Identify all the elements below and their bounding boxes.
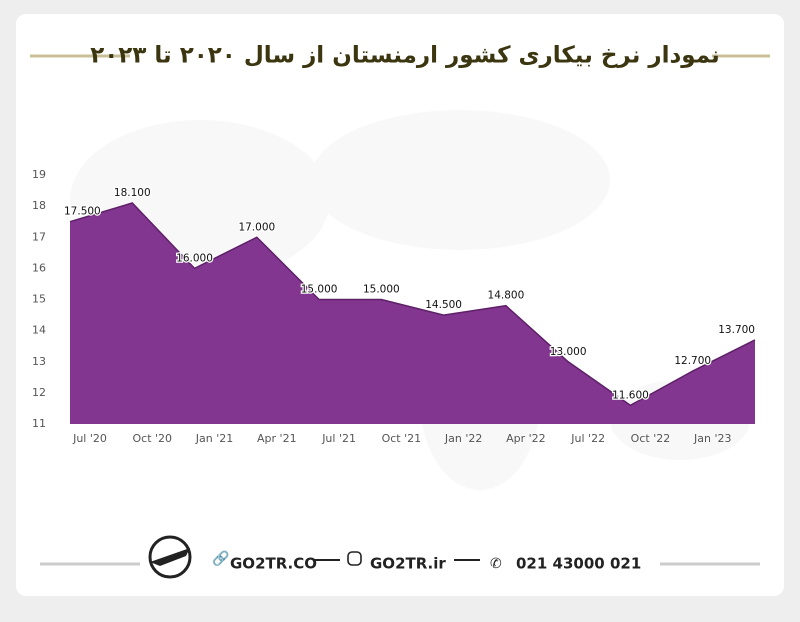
y-tick-label: 16 xyxy=(32,261,46,274)
phone-icon: ✆ xyxy=(490,556,502,572)
logo xyxy=(148,535,192,579)
value-label: 14.800 xyxy=(488,290,525,302)
plot: 11 12 13 14 15 16 17 18 19 17.500 Jul '20 18.100 Oct… xyxy=(32,168,756,445)
x-tick-label: Jan '21 xyxy=(195,432,233,445)
x-tick-label: Jul '20 xyxy=(72,432,107,445)
area-line xyxy=(69,202,756,407)
x-tick-label: Oct '20 xyxy=(132,432,172,445)
footer-phone: 021 43000 021 xyxy=(516,555,641,573)
y-tick-label: 11 xyxy=(32,417,46,430)
y-tick-label: 18 xyxy=(32,199,46,212)
y-tick-label: 14 xyxy=(32,324,46,337)
value-label: 18.100 xyxy=(114,187,151,199)
x-tick-label: Jan '22 xyxy=(444,432,482,445)
chart-title: نمودار نرخ بیکاری کشور ارمنستان از سال ۲… xyxy=(90,43,720,69)
value-label: 16.000 xyxy=(176,252,213,264)
instagram-icon xyxy=(347,551,362,566)
value-label: 11.600 xyxy=(612,389,649,401)
area xyxy=(70,203,755,424)
value-label: 13.000 xyxy=(550,346,587,358)
value-label: 17.000 xyxy=(238,221,275,233)
y-tick-label: 12 xyxy=(32,386,46,399)
x-tick-label: Jul '22 xyxy=(570,432,605,445)
value-label: 15.000 xyxy=(363,284,400,296)
x-tick-label: Apr '22 xyxy=(506,432,546,445)
value-label: 13.700 xyxy=(718,324,755,336)
y-tick-label: 15 xyxy=(32,293,46,306)
value-label: 14.500 xyxy=(425,299,462,311)
x-tick-label: Jan '23 xyxy=(693,432,731,445)
value-label: 12.700 xyxy=(674,355,711,367)
footer-instagram: GO2TR.ir xyxy=(370,555,446,573)
value-label: 17.500 xyxy=(64,206,101,218)
value-label: 15.000 xyxy=(301,284,338,296)
x-tick-label: Oct '22 xyxy=(631,432,671,445)
y-tick-label: 19 xyxy=(32,168,46,181)
x-tick-label: Apr '21 xyxy=(257,432,297,445)
x-tick-label: Jul '21 xyxy=(321,432,356,445)
y-tick-label: 13 xyxy=(32,355,46,368)
x-tick-label: Oct '21 xyxy=(382,432,422,445)
y-tick-label: 17 xyxy=(32,230,46,243)
link-icon: 🔗 xyxy=(212,549,230,567)
footer-website: GO2TR.CO xyxy=(230,555,317,573)
